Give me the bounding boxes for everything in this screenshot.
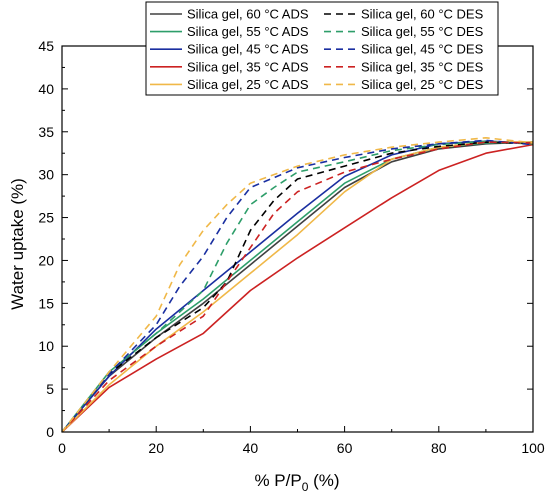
y-tick-label: 5: [46, 381, 54, 397]
y-tick-label: 35: [38, 124, 54, 140]
legend-entry-label: Silica gel, 55 °C ADS: [187, 24, 309, 39]
y-tick-label: 30: [38, 167, 54, 183]
legend-entry-label: Silica gel, 60 °C ADS: [187, 7, 309, 22]
axes-layer: 0 20 40 60 80 100 0 5 10 15 20 25 30 35 40 45: [38, 38, 544, 456]
x-tick-label: 60: [337, 440, 353, 456]
series-line-10: [61, 137, 534, 433]
y-tick-label: 40: [38, 81, 54, 97]
series-line-2: [61, 141, 534, 433]
y-tick-label: 10: [38, 338, 54, 354]
x-axis-title-subscript: 0: [302, 480, 309, 494]
series-line-5: [61, 141, 533, 433]
y-tick-label: 25: [38, 210, 54, 226]
series-line-8: [61, 139, 534, 433]
series-line-3: [61, 140, 534, 433]
x-axis-title-prefix: % P/P: [254, 471, 301, 490]
x-tick-label: 0: [58, 440, 66, 456]
series-line-4: [61, 143, 534, 433]
x-tick-label: 100: [521, 440, 545, 456]
series-line-1: [61, 141, 534, 433]
y-axis-title: Water uptake (%): [8, 178, 27, 310]
y-tick-label: 20: [38, 252, 54, 268]
series-line-6: [61, 141, 534, 433]
legend: Silica gel, 60 °C ADS Silica gel, 55 °C A…: [145, 1, 499, 96]
series-line-7: [61, 140, 534, 433]
x-tick-label: 40: [243, 440, 259, 456]
y-tick-label: 0: [46, 424, 54, 440]
y-tick-label: 45: [38, 38, 54, 54]
legend-entry-label: Silica gel, 45 °C ADS: [187, 42, 309, 57]
x-axis-title: % P/P0 (%): [254, 471, 339, 494]
y-tick-label: 15: [38, 295, 54, 311]
legend-entry-label: Silica gel, 35 °C DES: [361, 59, 484, 74]
legend-box: [145, 1, 499, 96]
legend-entry-label: Silica gel, 25 °C DES: [361, 77, 484, 92]
x-tick-label: 80: [431, 440, 447, 456]
legend-entry-label: Silica gel, 25 °C ADS: [187, 77, 309, 92]
legend-entry-label: Silica gel, 55 °C DES: [361, 24, 484, 39]
legend-entry-label: Silica gel, 45 °C DES: [361, 42, 484, 57]
series-layer: [61, 137, 534, 433]
legend-entry-label: Silica gel, 60 °C DES: [361, 7, 484, 22]
series-line-9: [61, 141, 534, 433]
x-tick-label: 20: [148, 440, 164, 456]
legend-entry-label: Silica gel, 35 °C ADS: [187, 59, 309, 74]
x-axis-title-suffix: (%): [308, 471, 339, 490]
